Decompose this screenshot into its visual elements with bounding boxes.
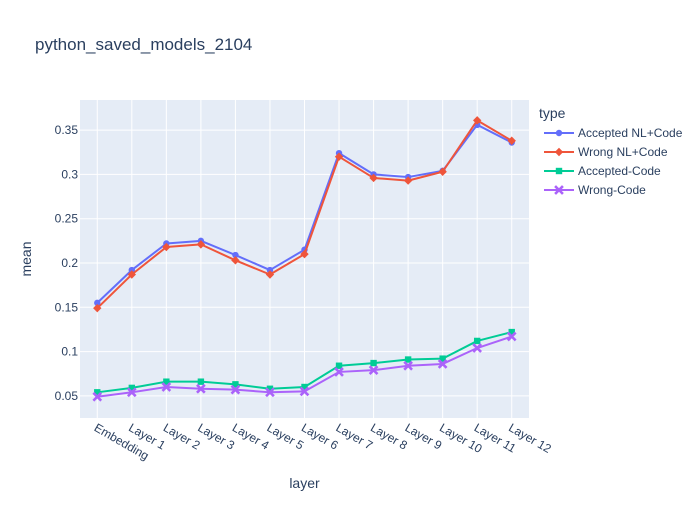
legend-marker [554,147,564,157]
data-point [473,337,481,345]
data-point [334,367,344,377]
data-point [128,384,136,392]
legend-item[interactable]: Wrong NL+Code [544,145,668,159]
data-point [92,391,103,402]
y-tick-label: 0.05 [55,389,79,403]
legend[interactable]: type Accepted NL+Code Wrong NL+Code Accept… [539,105,683,197]
data-point [266,266,274,274]
data-point [403,360,413,371]
y-tick-label: 0.35 [55,123,79,137]
data-point [232,381,239,388]
legend-label: Accepted-Code [578,164,661,178]
data-point [300,249,309,259]
data-point [404,356,412,363]
y-tick-label: 0.15 [55,300,79,314]
data-point [334,152,344,161]
data-point [301,383,308,391]
plot-area: 0.050.10.150.20.250.30.35EmbeddingLayer … [55,100,554,463]
data-point [127,270,137,279]
y-tick-label: 0.3 [61,167,78,181]
legend-title: type [539,105,566,121]
x-axis-title: layer [289,475,320,491]
data-point [368,365,379,376]
y-tick-label: 0.2 [61,256,78,270]
legend-marker [554,185,564,195]
data-point [335,362,343,369]
data-point [230,384,241,395]
data-point [162,242,171,252]
data-point [439,355,446,362]
data-point [232,251,239,259]
data-point [231,256,240,265]
legend-label: Wrong-Code [578,183,646,197]
data-point [266,385,274,392]
legend-label: Wrong NL+Code [578,145,668,159]
data-point [403,176,413,185]
legend-marker [555,167,563,175]
data-point [161,382,172,392]
data-point [197,378,205,385]
x-tick-label: Layer 8 [368,420,410,452]
data-point [163,378,170,385]
x-tick-label: Layer 4 [230,420,272,452]
x-tick-label: Layer 9 [403,420,445,452]
legend-item[interactable]: Accepted NL+Code [544,126,683,140]
data-point [128,266,136,274]
x-tick-label: Layer 5 [264,420,306,452]
data-point [508,328,515,336]
x-tick-label: Layer 7 [334,420,376,452]
data-point [437,359,448,369]
data-point [369,173,378,183]
data-point [472,116,482,125]
data-point [265,387,275,398]
data-point [126,387,137,398]
chart-title: python_saved_models_2104 [35,35,252,54]
x-tick-label: Layer 3 [195,420,237,452]
data-point [196,240,206,249]
data-point [93,303,102,313]
data-point [438,167,447,176]
y-axis-title: mean [18,241,34,276]
data-point [299,386,310,397]
data-point [507,136,516,145]
y-tick-label: 0.1 [61,345,78,359]
data-point [94,389,101,396]
x-tick-label: Layer 6 [299,420,341,452]
legend-item[interactable]: Accepted-Code [544,164,661,178]
data-point [94,299,101,307]
data-point [196,383,206,394]
data-point [506,331,517,342]
data-point [472,343,483,353]
data-point [265,270,275,279]
legend-marker [555,129,563,137]
legend-item[interactable]: Wrong-Code [544,183,646,197]
x-tick-label: Layer 2 [161,420,203,452]
y-tick-label: 0.25 [55,212,79,226]
data-point [370,359,377,367]
legend-label: Accepted NL+Code [578,126,683,140]
